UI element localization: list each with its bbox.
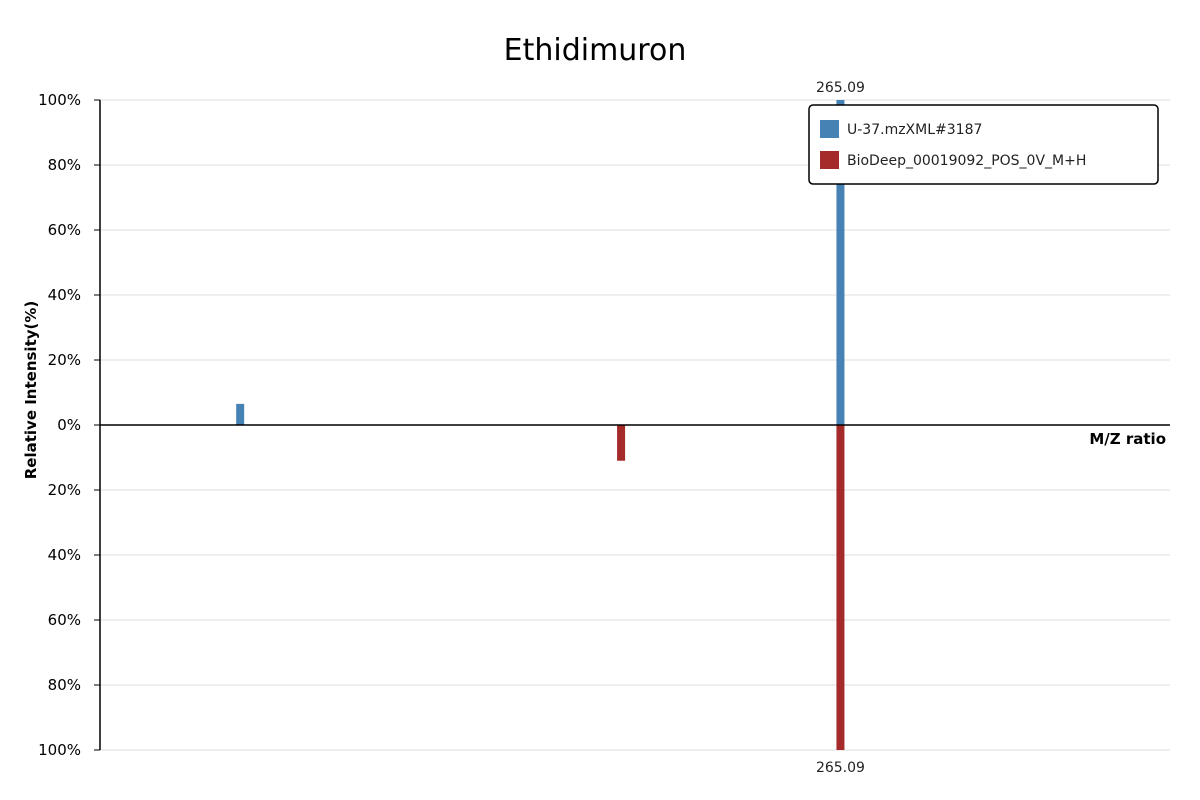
y-axis-title: Relative Intensity(%) bbox=[22, 301, 40, 480]
y-tick-label: 100% bbox=[38, 91, 81, 109]
peak-labels: 265.09 265.09 bbox=[816, 80, 865, 776]
chart-title: Ethidimuron bbox=[504, 33, 687, 68]
y-tick-label: 100% bbox=[38, 741, 81, 759]
peak-mz-label: 265.09 bbox=[816, 80, 865, 96]
gridlines bbox=[100, 99, 1170, 751]
legend-box bbox=[808, 104, 1159, 185]
y-tick-label: 20% bbox=[48, 481, 81, 499]
y-tick-label: 40% bbox=[48, 286, 81, 304]
legend-label-query: U-37.mzXML#3187 bbox=[847, 122, 982, 138]
y-tick-label: 0% bbox=[57, 416, 81, 434]
legend: U-37.mzXML#3187 BioDeep_00019092_POS_0V_… bbox=[808, 104, 1159, 185]
y-axis-ticks: 100% 80% 60% 40% 20% 0% 20% 40% 60% 80% 100% bbox=[38, 91, 100, 759]
y-tick-label: 20% bbox=[48, 351, 81, 369]
reference-peak-bar bbox=[836, 425, 845, 750]
reference-peak-bar bbox=[617, 425, 626, 461]
y-tick-label: 60% bbox=[48, 611, 81, 629]
y-tick-label: 80% bbox=[48, 676, 81, 694]
y-tick-label: 80% bbox=[48, 156, 81, 174]
legend-swatch-query bbox=[820, 120, 839, 138]
query-peak-bar bbox=[836, 100, 845, 425]
legend-label-reference: BioDeep_00019092_POS_0V_M+H bbox=[847, 153, 1086, 169]
y-tick-label: 40% bbox=[48, 546, 81, 564]
query-peak-bar bbox=[236, 403, 245, 425]
x-axis-title: M/Z ratio bbox=[1089, 430, 1166, 448]
y-tick-label: 60% bbox=[48, 221, 81, 239]
peak-bars bbox=[236, 100, 845, 750]
peak-mz-label: 265.09 bbox=[816, 760, 865, 776]
legend-swatch-reference bbox=[820, 151, 839, 169]
